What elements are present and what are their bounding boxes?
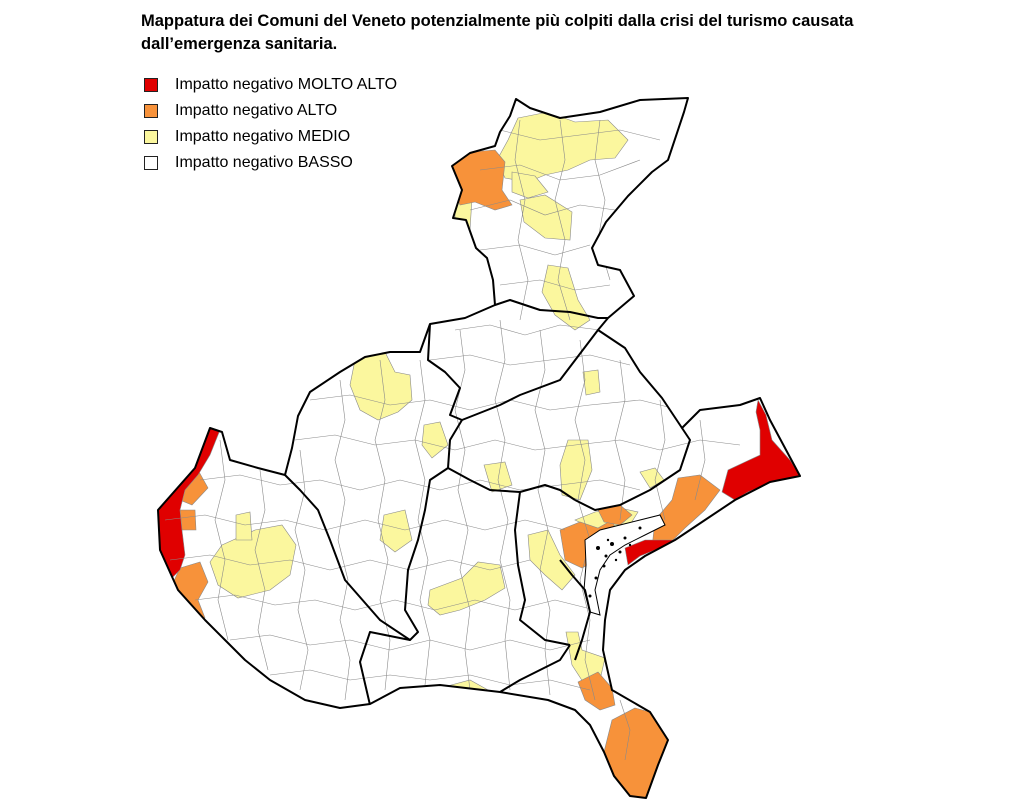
area-medio bbox=[379, 509, 413, 553]
legend-item-basso: Impatto negativo BASSO bbox=[144, 150, 397, 176]
legend-item-medio: Impatto negativo MEDIO bbox=[144, 124, 397, 150]
title-line-1: Mappatura dei Comuni del Veneto potenzia… bbox=[141, 12, 854, 30]
map-title: Mappatura dei Comuni del Veneto potenzia… bbox=[141, 10, 901, 56]
legend-swatch-basso bbox=[144, 156, 158, 170]
area-alto bbox=[577, 671, 616, 711]
area-medio bbox=[511, 171, 549, 199]
legend-swatch-alto bbox=[144, 104, 158, 118]
legend-item-alto: Impatto negativo ALTO bbox=[144, 98, 397, 124]
municipality-boundaries bbox=[164, 119, 741, 761]
legend-label: Impatto negativo MEDIO bbox=[175, 128, 351, 145]
region-veneto bbox=[158, 98, 800, 798]
area-medio bbox=[349, 351, 413, 421]
province-boundaries bbox=[284, 299, 691, 706]
legend: Impatto negativo MOLTO ALTO Impatto nega… bbox=[144, 72, 397, 176]
legend-item-molto-alto: Impatto negativo MOLTO ALTO bbox=[144, 72, 397, 98]
area-alto bbox=[179, 509, 197, 531]
legend-swatch-molto-alto bbox=[144, 78, 158, 92]
area-medio bbox=[565, 631, 606, 686]
area-alto bbox=[651, 474, 721, 549]
area-medio bbox=[235, 511, 253, 541]
title-line-2: dall’emergenza sanitaria. bbox=[141, 35, 338, 53]
legend-label: Impatto negativo ALTO bbox=[175, 102, 338, 119]
legend-label: Impatto negativo MOLTO ALTO bbox=[175, 76, 398, 93]
legend-label: Impatto negativo BASSO bbox=[175, 154, 353, 171]
legend-swatch-medio bbox=[144, 130, 158, 144]
region-outline bbox=[157, 97, 801, 799]
impact-alto-areas bbox=[171, 149, 721, 798]
venice-lagoon bbox=[583, 514, 666, 616]
area-medio bbox=[582, 369, 601, 396]
area-medio bbox=[209, 524, 297, 599]
area-medio bbox=[527, 529, 576, 591]
area-medio bbox=[519, 194, 573, 241]
area-alto bbox=[603, 707, 669, 798]
area-medio bbox=[483, 461, 513, 493]
